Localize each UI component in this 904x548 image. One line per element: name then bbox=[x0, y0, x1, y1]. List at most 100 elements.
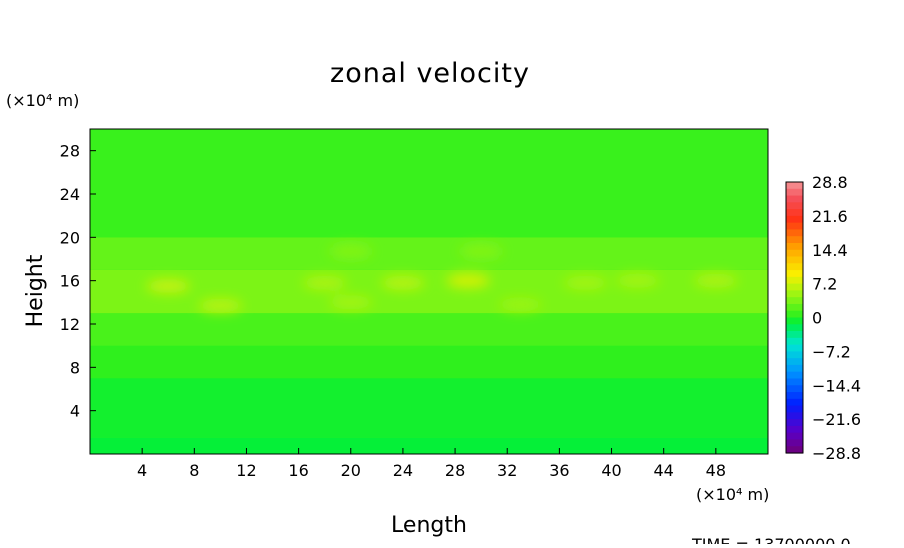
colorbar-level bbox=[786, 242, 803, 251]
colorbar-level bbox=[786, 371, 803, 380]
x-axis-ticks: 4 8 12 16 20 24 28 32 36 40 44 48 bbox=[137, 448, 726, 480]
colorbar-level bbox=[786, 364, 803, 373]
colorbar-level bbox=[786, 351, 803, 359]
velocity-maximum bbox=[459, 244, 504, 259]
colorbar-tick-label: −28.8 bbox=[812, 444, 861, 463]
colorbar-tick-label: 0 bbox=[812, 309, 822, 328]
colorbar-level bbox=[786, 385, 803, 393]
colorbar-level bbox=[786, 209, 803, 217]
velocity-maximum bbox=[198, 298, 243, 313]
colorbar-tick-label: 21.6 bbox=[812, 207, 848, 226]
colorbar-level bbox=[786, 324, 803, 332]
velocity-maximum bbox=[446, 273, 491, 288]
colorbar-level bbox=[786, 283, 803, 291]
velocity-maximum bbox=[302, 275, 347, 290]
y-tick-label: 12 bbox=[60, 315, 80, 334]
x-tick-label: 32 bbox=[497, 461, 517, 480]
field-band bbox=[90, 313, 768, 346]
colorbar-level bbox=[786, 188, 803, 197]
field-band bbox=[90, 437, 768, 454]
x-tick-label: 28 bbox=[445, 461, 465, 480]
colorbar-level bbox=[786, 419, 803, 427]
colorbar-level bbox=[786, 317, 803, 325]
colorbar-frame bbox=[785, 181, 804, 454]
colorbar-level bbox=[786, 249, 803, 258]
velocity-maximum bbox=[380, 275, 425, 290]
colorbar-level bbox=[786, 222, 803, 231]
colorbar-level bbox=[786, 236, 803, 244]
y-axis-label: Height bbox=[23, 254, 48, 327]
colorbar-level bbox=[786, 290, 803, 298]
time-stamp: TIME = 13700000.0 bbox=[691, 535, 851, 544]
y-tick-label: 28 bbox=[60, 142, 80, 161]
colorbar-level bbox=[786, 331, 803, 339]
velocity-maximum bbox=[693, 273, 738, 288]
velocity-maximum bbox=[328, 295, 373, 310]
colorbar bbox=[786, 182, 803, 454]
field-band bbox=[90, 345, 768, 379]
x-axis-label: Length bbox=[391, 513, 467, 538]
colorbar-level bbox=[786, 270, 803, 278]
x-tick-label: 20 bbox=[341, 461, 361, 480]
field-band bbox=[90, 269, 768, 314]
x-tick-label: 40 bbox=[601, 461, 621, 480]
colorbar-level bbox=[786, 432, 803, 441]
y-tick-label: 20 bbox=[60, 228, 80, 247]
field-bands bbox=[90, 129, 768, 454]
x-tick-label: 24 bbox=[393, 461, 413, 480]
velocity-maximum bbox=[498, 297, 543, 312]
field-band bbox=[90, 378, 768, 438]
y-tick-label: 8 bbox=[70, 358, 80, 377]
colorbar-level bbox=[786, 337, 803, 346]
colorbar-level bbox=[786, 229, 803, 237]
x-tick-label: 16 bbox=[288, 461, 308, 480]
colorbar-level bbox=[786, 195, 803, 203]
velocity-maximum bbox=[328, 244, 373, 259]
colorbar-level bbox=[786, 303, 803, 312]
y-axis-ticks: 4 8 12 16 20 24 28 bbox=[60, 142, 96, 421]
chart-title: zonal velocity bbox=[330, 58, 530, 89]
colorbar-level bbox=[786, 446, 803, 454]
colorbar-level bbox=[786, 344, 803, 352]
colorbar-level bbox=[786, 398, 803, 407]
colorbar-level bbox=[786, 412, 803, 420]
colorbar-level bbox=[786, 439, 803, 447]
colorbar-level bbox=[786, 425, 803, 434]
colorbar-level bbox=[786, 378, 803, 386]
y-tick-label: 4 bbox=[70, 402, 80, 421]
colorbar-level bbox=[786, 215, 803, 224]
velocity-maximum bbox=[563, 275, 608, 290]
colorbar-tick-label: −21.6 bbox=[812, 410, 861, 429]
x-tick-label: 36 bbox=[549, 461, 569, 480]
plot-area bbox=[90, 129, 768, 454]
field-band bbox=[90, 237, 768, 270]
x-tick-label: 44 bbox=[654, 461, 674, 480]
colorbar-level bbox=[786, 256, 803, 264]
y-tick-label: 16 bbox=[60, 272, 80, 291]
colorbar-level bbox=[786, 263, 803, 271]
colorbar-level bbox=[786, 182, 803, 190]
colorbar-level bbox=[786, 276, 803, 285]
y-tick-label: 24 bbox=[60, 185, 80, 204]
velocity-maximum bbox=[146, 279, 191, 294]
x-tick-label: 8 bbox=[189, 461, 199, 480]
colorbar-level bbox=[786, 202, 803, 210]
colorbar-tick-label: 14.4 bbox=[812, 241, 848, 260]
velocity-maximum bbox=[615, 273, 660, 288]
x-tick-label: 48 bbox=[706, 461, 726, 480]
colorbar-level bbox=[786, 310, 803, 319]
colorbar-ticks: 28.8 21.6 14.4 7.2 0 −7.2 −14.4 −21.6 −28.8 bbox=[812, 173, 861, 463]
colorbar-level bbox=[786, 358, 803, 366]
colorbar-level bbox=[786, 392, 803, 400]
colorbar-tick-label: 28.8 bbox=[812, 173, 848, 192]
plot-frame bbox=[89, 128, 769, 455]
colorbar-level bbox=[786, 297, 803, 305]
field-band bbox=[90, 129, 768, 238]
x-tick-label: 4 bbox=[137, 461, 147, 480]
x-tick-label: 12 bbox=[236, 461, 256, 480]
colorbar-tick-label: −7.2 bbox=[812, 342, 851, 361]
field-features bbox=[146, 244, 738, 313]
x-axis-unit: (×10⁴ m) bbox=[696, 485, 769, 504]
